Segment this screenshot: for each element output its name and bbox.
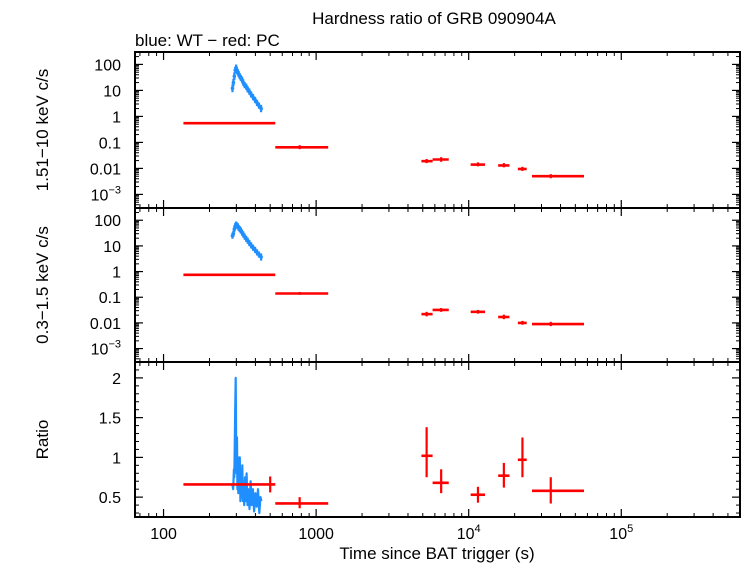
panel-2: 0.3−1.5 keV c/s: [33, 207, 741, 363]
pc-data-point: [421, 159, 433, 164]
x-tick-label: 100: [150, 526, 177, 543]
pc-data-point: [498, 314, 510, 320]
pc-data-point: [532, 174, 585, 179]
y-tick-label: 100: [94, 57, 121, 74]
y-tick-label: 0.1: [99, 290, 121, 307]
wt-data-point: [251, 94, 255, 101]
y-tick-label: 10−3: [91, 184, 121, 204]
pc-data-point: [432, 308, 449, 312]
y-tick-label: 10−3: [91, 339, 121, 359]
wt-marker: [259, 255, 263, 259]
pc-data-point: [470, 486, 486, 503]
panel-frame: [134, 207, 741, 363]
panel-1: 1.51−10 keV c/s: [33, 51, 741, 209]
pc-data-point: [517, 437, 527, 478]
x-axis-title: Time since BAT trigger (s): [339, 544, 534, 563]
wt-marker: [257, 103, 261, 108]
panel-frame: [134, 361, 741, 518]
pc-data-point: [498, 462, 510, 488]
y-tick-label: 0.01: [90, 316, 121, 333]
y-tick-label: 1.5: [99, 411, 121, 428]
pc-data-point: [532, 477, 585, 504]
x-tick-label: 1000: [298, 526, 334, 543]
pc-data-point: [183, 476, 276, 493]
wt-marker: [231, 231, 236, 236]
wt-data-point: [232, 72, 237, 81]
pc-data-point: [432, 157, 449, 162]
pc-data-point: [532, 321, 585, 327]
pc-data-point: [517, 166, 527, 171]
wt-marker: [251, 95, 255, 99]
wt-data-point: [257, 102, 261, 109]
y-tick-label: 10: [103, 83, 121, 100]
pc-data-point: [470, 162, 486, 167]
wt-data-point: [259, 253, 263, 261]
wt-data-point: [257, 251, 261, 258]
wt-data-point: [259, 104, 263, 113]
pc-data-point: [275, 497, 329, 509]
pc-data-point: [470, 309, 486, 314]
y-tick-label: 1: [112, 265, 121, 282]
y-tick-label: 0.5: [99, 490, 121, 507]
wt-ratio-line: [231, 376, 263, 515]
wt-marker: [232, 74, 237, 79]
panel-frame: [134, 51, 741, 209]
y-axis-title: Ratio: [33, 420, 52, 460]
pc-data-point: [421, 311, 433, 317]
pc-data-point: [498, 163, 510, 168]
y-tick-label: 10: [103, 239, 121, 256]
y-tick-label: 0.01: [90, 161, 121, 178]
panel-3: Ratio: [33, 361, 741, 518]
pc-data-point: [432, 469, 449, 494]
y-axis-title: 0.3−1.5 keV c/s: [33, 226, 52, 344]
y-tick-label: 1: [112, 450, 121, 467]
wt-marker: [231, 80, 236, 85]
x-tick-label: 104: [457, 523, 481, 543]
y-tick-label: 0.1: [99, 135, 121, 152]
y-tick-label: 2: [112, 371, 121, 388]
pc-data-point: [421, 427, 433, 478]
wt-marker: [230, 86, 235, 91]
panels-layer: 1.51−10 keV c/s 100 10 1 0.1 0.01 10−3 0.3−1.5 …: [33, 51, 741, 543]
pc-data-point: [275, 292, 329, 295]
wt-marker: [259, 106, 263, 111]
y-tick-label: 1: [112, 109, 121, 126]
chart-subtitle: blue: WT − red: PC: [135, 31, 280, 50]
x-tick-label: 105: [609, 523, 633, 543]
pc-data-point: [275, 145, 329, 150]
pc-data-point: [517, 320, 527, 325]
y-tick-label: 100: [94, 213, 121, 230]
y-axis-title: 1.51−10 keV c/s: [33, 69, 52, 191]
chart-title: Hardness ratio of GRB 090904A: [312, 9, 556, 28]
wt-marker: [257, 252, 261, 257]
